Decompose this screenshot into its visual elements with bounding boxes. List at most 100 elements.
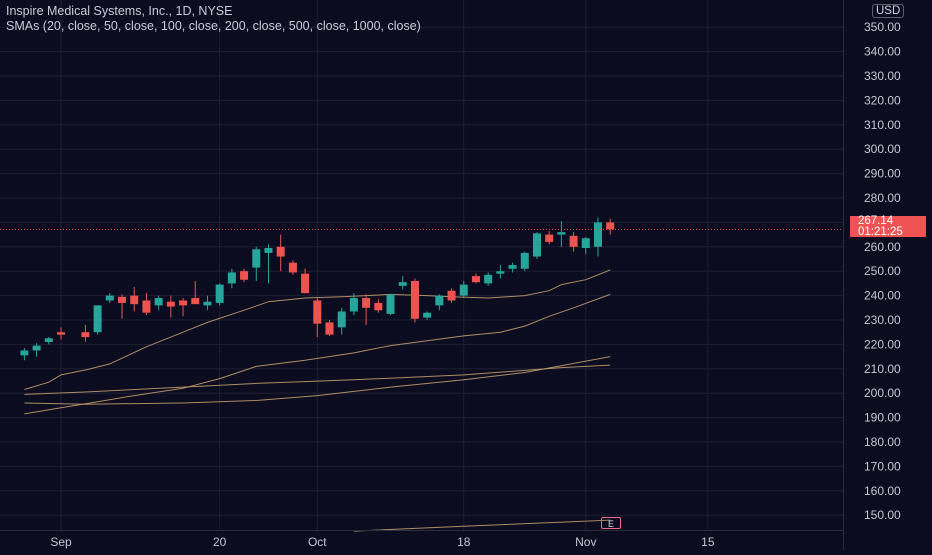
- candle: [410, 278, 419, 323]
- candle-body: [240, 271, 249, 280]
- candle-body: [386, 294, 395, 314]
- candle-body: [606, 222, 615, 230]
- candle-body: [142, 300, 151, 313]
- last-price-badge: 267.14 01:21:25: [850, 216, 926, 237]
- candle: [105, 293, 114, 303]
- candle: [532, 232, 541, 259]
- y-tick-label: 220.00: [864, 337, 901, 351]
- y-tick-label: 170.00: [864, 459, 901, 473]
- y-tick-label: 160.00: [864, 484, 901, 498]
- y-tick-label: 310.00: [864, 118, 901, 132]
- candle: [374, 299, 383, 313]
- candle-body: [337, 311, 346, 328]
- candle-body: [32, 345, 41, 351]
- y-tick-label: 290.00: [864, 167, 901, 181]
- candle: [423, 311, 432, 320]
- candle: [349, 293, 358, 316]
- candle: [203, 295, 212, 311]
- candle-body: [423, 312, 432, 318]
- chart-legend: Inspire Medical Systems, Inc., 1D, NYSE …: [6, 4, 421, 34]
- sma-layer: [24, 269, 611, 532]
- x-tick-label: 15: [701, 535, 715, 549]
- candle-body: [545, 234, 554, 242]
- indicator-label[interactable]: SMAs (20, close, 50, close, 100, close, …: [6, 19, 421, 33]
- y-tick-label: 320.00: [864, 93, 901, 107]
- candle: [81, 324, 90, 342]
- candle-body: [447, 290, 456, 301]
- candle: [398, 276, 407, 290]
- candle-body: [191, 298, 200, 305]
- candle-body: [496, 271, 505, 274]
- candle-body: [374, 302, 383, 311]
- candle-body: [532, 233, 541, 257]
- candle: [484, 272, 493, 286]
- bar-countdown: 01:21:25: [858, 225, 903, 238]
- candle: [118, 294, 127, 319]
- y-tick-label: 180.00: [864, 435, 901, 449]
- candle: [301, 268, 310, 294]
- candle-body: [557, 232, 566, 235]
- candle-body: [93, 305, 102, 333]
- candle: [130, 287, 139, 312]
- candle: [362, 294, 371, 325]
- candle: [569, 232, 578, 252]
- candle: [325, 320, 334, 336]
- candle-body: [179, 300, 188, 306]
- x-tick-label: Nov: [575, 535, 596, 549]
- candle-body: [581, 238, 590, 249]
- earnings-marker[interactable]: E: [601, 517, 621, 529]
- candle-body: [154, 298, 163, 306]
- sma-line: [24, 269, 611, 390]
- candle-body: [349, 298, 358, 312]
- symbol-title[interactable]: Inspire Medical Systems, Inc., 1D, NYSE: [6, 4, 233, 18]
- candle-body: [313, 300, 322, 324]
- candle: [447, 288, 456, 303]
- candle: [520, 251, 529, 272]
- y-tick-label: 240.00: [864, 289, 901, 303]
- candle-body: [105, 295, 114, 301]
- candle: [154, 295, 163, 311]
- candle: [44, 337, 53, 345]
- candle: [594, 217, 602, 257]
- candle-body: [288, 262, 297, 273]
- candle: [166, 295, 175, 318]
- x-tick-label: Sep: [50, 535, 72, 549]
- candle-body: [276, 246, 285, 257]
- candle-body: [410, 280, 419, 319]
- candle-body: [118, 296, 127, 303]
- candle-body: [569, 235, 578, 247]
- y-tick-label: 150.00: [864, 508, 901, 522]
- candle: [32, 343, 41, 357]
- candle-body: [301, 273, 310, 294]
- y-tick-label: 250.00: [864, 264, 901, 278]
- candle-body: [166, 301, 175, 307]
- candle: [313, 298, 322, 338]
- candle-body: [252, 249, 261, 268]
- candle: [276, 234, 285, 272]
- y-tick-label: 200.00: [864, 386, 901, 400]
- candle: [386, 294, 395, 316]
- sma-line: [24, 364, 611, 395]
- candle-body: [508, 265, 517, 269]
- sma-line: [24, 356, 611, 405]
- candle-body: [203, 301, 212, 306]
- candle-body: [215, 284, 224, 303]
- y-tick-label: 300.00: [864, 142, 901, 156]
- y-tick-label: 330.00: [864, 69, 901, 83]
- candle-body: [594, 222, 602, 247]
- y-tick-label: 340.00: [864, 45, 901, 59]
- candle: [459, 280, 468, 299]
- candle: [179, 298, 188, 317]
- y-tick-label: 210.00: [864, 362, 901, 376]
- candle: [227, 268, 236, 289]
- currency-label[interactable]: USD: [872, 4, 905, 18]
- candle: [496, 265, 505, 279]
- candle-body: [484, 274, 493, 284]
- candle-body: [227, 272, 236, 284]
- sma-line: [353, 519, 611, 532]
- y-tick-label: 190.00: [864, 411, 901, 425]
- candle: [545, 230, 554, 245]
